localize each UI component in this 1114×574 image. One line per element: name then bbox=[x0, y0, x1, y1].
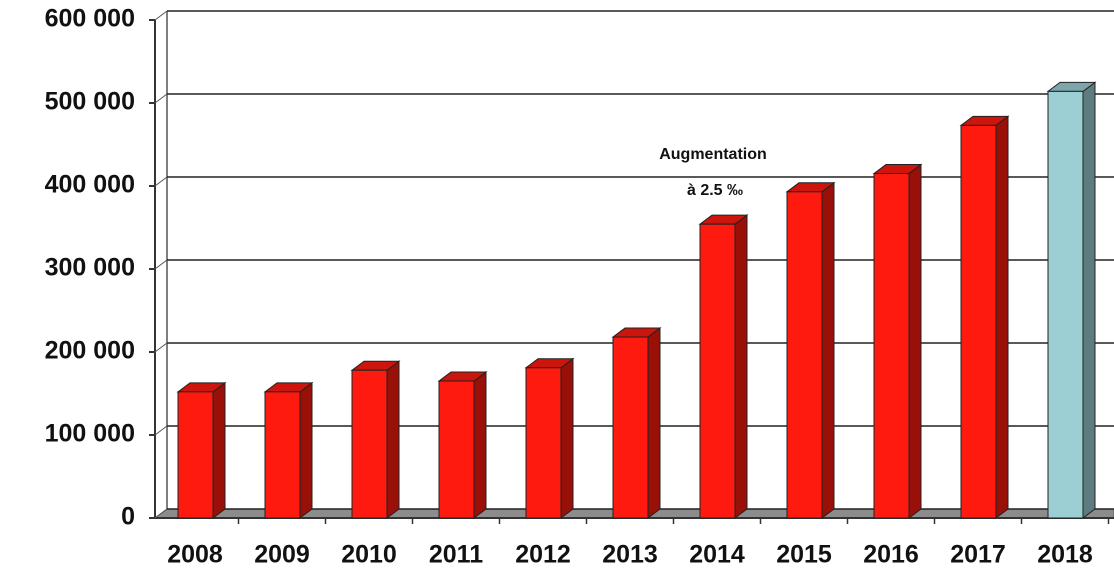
bar bbox=[873, 173, 910, 519]
y-tick-label: 0 bbox=[121, 503, 135, 531]
x-tick-label: 2009 bbox=[254, 541, 310, 569]
bar bbox=[960, 124, 997, 519]
bar-side bbox=[734, 214, 748, 519]
y-tick-label: 200 000 bbox=[45, 337, 135, 365]
bar bbox=[612, 336, 649, 519]
bar-side bbox=[560, 357, 574, 519]
bar bbox=[525, 367, 562, 519]
y-tick-label: 100 000 bbox=[45, 420, 135, 448]
annotation: à 2.5 ‰ bbox=[687, 182, 743, 199]
y-tick-label: 600 000 bbox=[45, 5, 135, 33]
bar bbox=[438, 380, 475, 519]
bar-side bbox=[299, 381, 313, 519]
x-tick-label: 2008 bbox=[167, 541, 223, 569]
annotation: Augmentation bbox=[659, 146, 767, 163]
bar bbox=[699, 223, 736, 519]
grid-line-side bbox=[154, 259, 168, 270]
bar-side bbox=[212, 381, 226, 519]
bar-side bbox=[1082, 81, 1096, 519]
x-tick-label: 2013 bbox=[602, 541, 658, 569]
bar bbox=[1047, 90, 1084, 519]
x-tick-label: 2017 bbox=[950, 541, 1006, 569]
x-tick-label: 2015 bbox=[776, 541, 832, 569]
grid-line-side bbox=[154, 425, 168, 436]
grid-line-side bbox=[154, 93, 168, 104]
x-tick-label: 2012 bbox=[515, 541, 571, 569]
bar bbox=[351, 369, 388, 519]
bar-side bbox=[647, 327, 661, 519]
x-tick-label: 2010 bbox=[341, 541, 397, 569]
bar-side bbox=[386, 360, 400, 519]
bar-side bbox=[995, 115, 1009, 519]
y-tick-label: 300 000 bbox=[45, 254, 135, 282]
bar-side bbox=[821, 181, 835, 519]
bar-side bbox=[473, 371, 487, 519]
x-tick-label: 2011 bbox=[429, 541, 483, 569]
bar bbox=[786, 191, 823, 519]
grid-line-side bbox=[154, 508, 168, 519]
x-tick-label: 2018 bbox=[1037, 541, 1093, 569]
grid-line-side bbox=[154, 10, 168, 21]
bar bbox=[264, 391, 301, 519]
x-tick-label: 2014 bbox=[689, 541, 745, 569]
y-tick-label: 400 000 bbox=[45, 171, 135, 199]
bar bbox=[177, 391, 214, 519]
grid-line-side bbox=[154, 176, 168, 187]
x-tick-label: 2016 bbox=[863, 541, 919, 569]
y-tick-label: 500 000 bbox=[45, 88, 135, 116]
bar-side bbox=[908, 163, 922, 519]
grid-line-side bbox=[154, 342, 168, 353]
